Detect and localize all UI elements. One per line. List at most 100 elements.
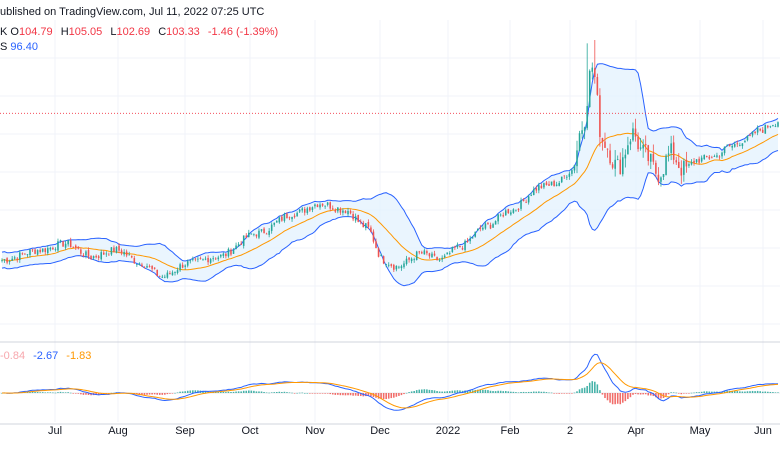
candle-body [377,248,380,257]
candle-body [57,241,59,251]
macd-hist-bar [403,393,405,395]
candle-body [161,276,164,278]
candle-body [665,155,667,175]
candle-body [469,238,471,242]
candle-body [337,207,339,212]
candle-body [433,253,436,256]
candle-body [563,175,566,177]
candle-body [357,215,359,222]
macd-hist-bar [34,392,36,393]
candle-body [466,240,469,242]
candle-body [329,202,332,209]
macd-hist-bar [85,393,87,395]
macd-hist-bar [181,391,184,393]
candle-body [677,161,680,168]
candle-body [728,144,731,147]
candle-body [230,249,232,255]
macd-hist-bar [47,392,49,393]
macd-hist-bar [169,393,171,394]
macd-hist-bar [774,392,777,393]
candle-body [637,136,639,150]
candle-body [426,251,428,254]
candle-body [540,185,543,189]
candle-body [265,233,268,235]
macd-hist-bar [759,391,761,393]
candle-body [347,210,349,215]
candle-body [250,233,253,235]
macd-hist-bar [349,393,352,396]
candle-body [194,258,197,260]
candle-body [181,264,184,268]
candle-body [97,256,100,258]
macd-hist-bar [558,393,560,394]
macd-hist-bar [451,390,454,393]
candle-body [334,209,337,212]
macd-hist-bar [675,392,678,394]
macd-hist-bar [609,393,611,403]
candle-body [413,259,415,261]
candle-body [316,204,319,208]
macd-hist-bar [426,389,428,393]
candle-body [726,145,728,147]
macd-hist-bar [405,392,408,394]
macd-hist-bar [164,393,166,395]
macd-hist-bar [517,392,520,394]
candle-body [746,135,749,141]
macd-hist-bar [314,393,316,394]
macd-hist-bar [283,391,286,393]
candle-body [354,216,357,221]
macd-hist-bar [408,392,410,393]
candle-body [644,143,647,146]
candle-body [649,153,652,162]
macd-hist-bar [141,393,143,395]
macd-hist-bar [222,391,225,393]
candle-body [619,159,622,175]
candle-body [741,143,744,147]
candle-body [387,264,390,266]
macd-hist-bar [459,390,461,393]
macd-hist-bar [614,393,616,405]
high-label: H [60,26,69,38]
macd-hist-bar [522,391,525,393]
macd-hist-bar [166,393,169,395]
candle-body [688,164,690,166]
candle-body [535,188,538,191]
macd-hist-value: -0.84 [0,350,26,362]
macd-hist-bar [708,391,711,393]
candle-body [291,216,293,220]
candle-body [461,248,464,250]
macd-hist-bar [69,392,72,394]
macd-hist-bar [80,393,82,395]
candle-body [375,241,377,249]
macd-hist-bar [548,392,550,394]
open-label: O [10,26,19,38]
macd-hist-bar [240,391,242,393]
candle-body [431,253,433,258]
candle-body [263,228,265,234]
macd-hist-bar [431,390,433,393]
macd-hist-bar [652,393,655,397]
candle-body [756,127,759,133]
candle-body [326,202,329,205]
candle-body [214,258,217,260]
macd-hist-bar [250,390,253,393]
macd-hist-bar [319,393,321,394]
candle-body [601,138,604,143]
candle-body [192,259,194,260]
macd-hist-bar [733,390,736,393]
macd-hist-bar [573,392,576,394]
macd-hist-bar [761,391,764,393]
candle-body [324,205,326,207]
macd-hist-bar [665,393,667,396]
candle-body [672,142,675,160]
macd-hist-bar [588,382,591,393]
candle-body [716,155,718,157]
candle-body [133,258,136,264]
macd-hist-bar [700,391,703,393]
macd-hist-bar [298,392,301,394]
macd-hist-bar [639,393,642,395]
macd-hist-bar [642,393,644,395]
macd-hist-bar [545,392,548,393]
macd-hist-bar [632,393,634,395]
candle-body [517,208,520,211]
